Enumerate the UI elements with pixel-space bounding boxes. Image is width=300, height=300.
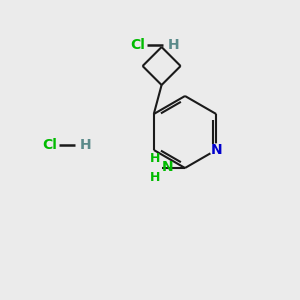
Text: Cl: Cl xyxy=(42,138,57,152)
Text: Cl: Cl xyxy=(130,38,145,52)
Text: N: N xyxy=(162,160,174,174)
Text: N: N xyxy=(210,143,222,157)
Text: H: H xyxy=(168,38,180,52)
Circle shape xyxy=(210,144,222,156)
Text: H: H xyxy=(80,138,92,152)
Text: H: H xyxy=(150,152,160,165)
Text: H: H xyxy=(150,171,160,184)
